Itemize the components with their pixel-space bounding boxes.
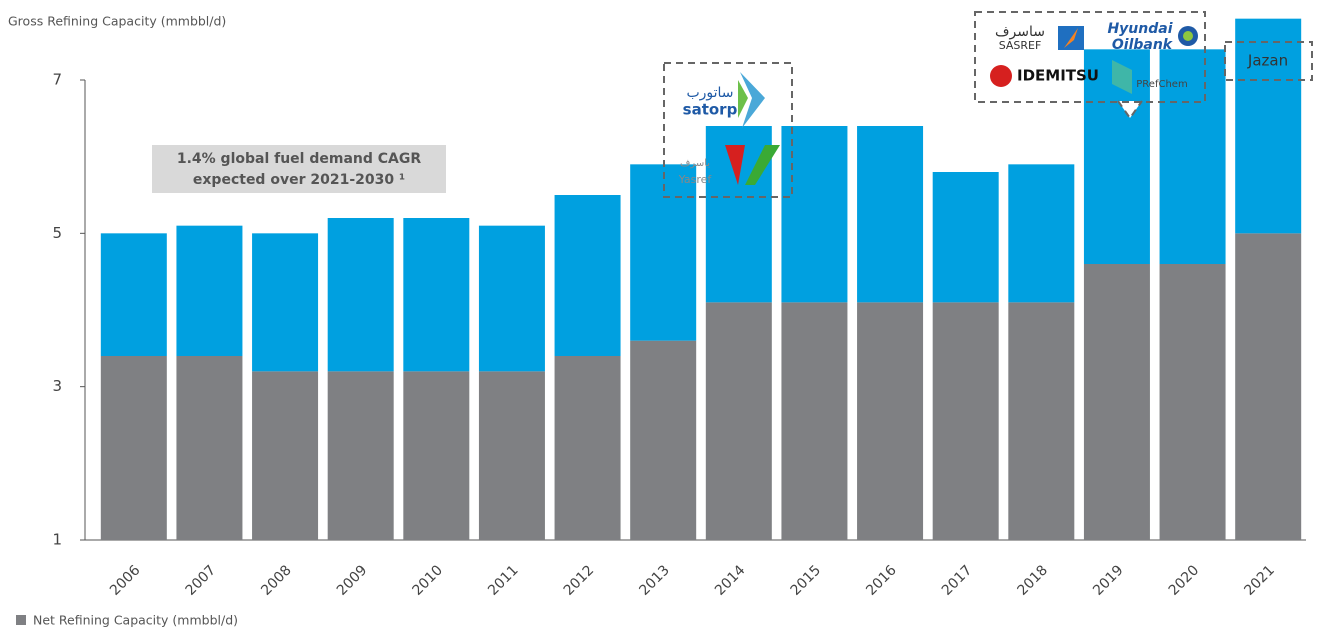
bar-segment — [327, 371, 394, 540]
bar-segment — [1159, 49, 1226, 265]
logo-text: SASREF — [999, 39, 1042, 52]
bar-segment — [100, 233, 167, 356]
logo-text: ساتورب — [686, 85, 733, 101]
annotation-box — [152, 145, 446, 193]
bar-segment — [403, 218, 470, 372]
logo-box — [663, 62, 793, 198]
bar-segment — [478, 225, 545, 372]
bar-segment — [100, 356, 167, 540]
callout-pointer — [1117, 100, 1143, 120]
bar-segment — [857, 302, 924, 540]
bar-segment — [1008, 164, 1075, 303]
logo-icon — [745, 145, 780, 185]
bar-segment — [705, 302, 772, 540]
bar-segment — [176, 225, 243, 356]
logo-icon — [1183, 31, 1193, 41]
logo-icon — [1064, 28, 1078, 48]
y-tick-label: 5 — [52, 224, 62, 242]
legend-swatch — [16, 615, 26, 625]
logo-text: Jazan — [1247, 52, 1288, 70]
bar-segment — [327, 218, 394, 372]
y-tick-label: 1 — [52, 531, 62, 549]
bar-segment — [1235, 233, 1302, 541]
logo-text: IDEMITSU — [1017, 67, 1099, 85]
logo-text: Hyundai — [1107, 21, 1172, 37]
legend-label: Net Refining Capacity (mmbbl/d) — [33, 613, 238, 628]
bar-segment — [932, 302, 999, 540]
bar-segment — [554, 195, 621, 356]
bar-segment — [932, 172, 999, 303]
annotation: expected over 2021-2030 ¹ — [193, 172, 405, 188]
logo-text: ساسرف — [995, 24, 1045, 40]
y-tick-label: 7 — [52, 71, 62, 89]
bar-segment — [478, 371, 545, 540]
y-axis-label: Gross Refining Capacity (mmbbl/d) — [8, 14, 226, 29]
logo-icon — [740, 72, 765, 128]
bar-segment — [176, 356, 243, 540]
logo-icon — [990, 65, 1012, 87]
bar-segment — [1008, 302, 1075, 540]
logo-icon — [738, 80, 748, 118]
logo-text: Yasref — [678, 173, 713, 186]
bar-segment — [403, 371, 470, 540]
logo-box — [974, 11, 1206, 103]
logo-text: Oilbank — [1112, 37, 1174, 53]
bar-segment — [252, 233, 319, 372]
bar-segment — [630, 340, 697, 540]
annotation: 1.4% global fuel demand CAGR — [177, 151, 422, 167]
logo-text: PRefChem — [1136, 79, 1187, 90]
bar-segment — [630, 164, 697, 341]
bar-segment — [857, 126, 924, 303]
bar-segment — [1083, 264, 1150, 540]
logo-box — [1224, 41, 1313, 81]
logo-text: ياسرف — [680, 158, 710, 169]
bar-segment — [781, 302, 848, 540]
logo-icon — [1112, 60, 1132, 94]
logo-icon — [725, 145, 745, 185]
bar-segment — [1235, 18, 1302, 234]
bar-segment — [554, 356, 621, 540]
bar-segment — [1159, 264, 1226, 540]
y-tick-label: 3 — [52, 377, 62, 395]
bar-segment — [252, 371, 319, 540]
logo-text: satorp — [683, 101, 738, 119]
